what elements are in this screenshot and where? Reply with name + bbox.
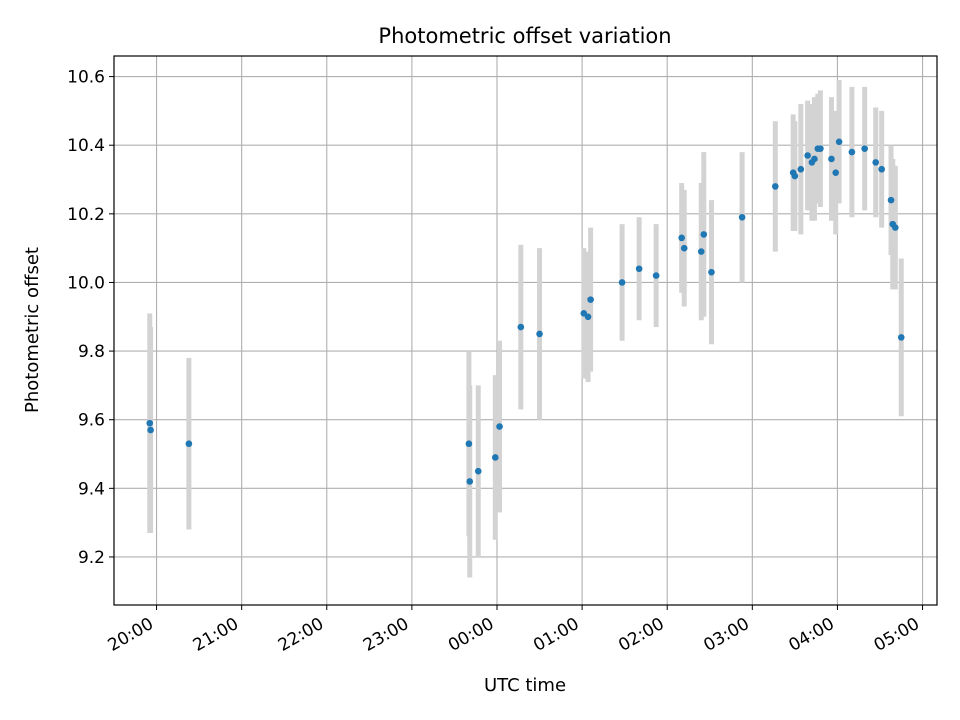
data-point xyxy=(536,330,543,338)
data-point xyxy=(697,248,705,255)
data-point xyxy=(791,172,799,180)
data-point xyxy=(811,155,818,163)
data-point xyxy=(618,279,626,286)
y-tick-label: 10.0 xyxy=(67,273,105,293)
data-point xyxy=(891,224,899,231)
data-point xyxy=(872,159,880,166)
data-point xyxy=(466,478,474,485)
data-point xyxy=(804,152,811,159)
data-point xyxy=(147,426,154,434)
chart-title: Photometric offset variation xyxy=(378,24,671,48)
x-axis-label: UTC time xyxy=(484,675,566,696)
data-point xyxy=(835,138,843,146)
plot-area-frame xyxy=(113,55,938,606)
data-point xyxy=(652,272,660,279)
data-point xyxy=(878,165,885,173)
data-point xyxy=(817,145,824,152)
y-tick-label: 10.6 xyxy=(67,68,105,88)
data-point xyxy=(491,454,499,461)
y-tick-label: 9.6 xyxy=(78,411,105,431)
data-point xyxy=(587,296,594,303)
data-point xyxy=(887,196,895,204)
data-point xyxy=(738,213,746,221)
y-axis-label: Photometric offset xyxy=(22,247,43,413)
data-point xyxy=(771,183,779,190)
point-layer xyxy=(146,138,905,485)
y-tick-label: 10.4 xyxy=(67,136,105,156)
data-point xyxy=(517,323,525,331)
y-tick-label: 9.2 xyxy=(78,548,105,568)
data-point xyxy=(680,244,688,252)
y-tick-label: 9.8 xyxy=(78,342,105,362)
data-point xyxy=(635,265,643,273)
data-point xyxy=(797,165,805,173)
data-point xyxy=(700,231,708,238)
data-point xyxy=(828,155,835,163)
data-point xyxy=(465,440,473,448)
data-point xyxy=(584,313,592,321)
data-point xyxy=(848,148,856,156)
y-tick-label: 10.2 xyxy=(67,205,105,225)
data-point xyxy=(897,334,905,341)
data-point xyxy=(185,440,193,448)
data-point xyxy=(474,467,482,475)
y-tick-label: 9.4 xyxy=(78,479,105,499)
data-point xyxy=(832,169,840,176)
data-point xyxy=(496,423,503,430)
data-point xyxy=(146,419,154,427)
y-axis-ticks: 9.2 9.4 9.6 9.8 10.0 10.2 10.4 10.6 xyxy=(67,68,114,568)
data-point xyxy=(861,145,868,152)
data-point xyxy=(678,234,685,242)
data-point xyxy=(708,268,715,276)
